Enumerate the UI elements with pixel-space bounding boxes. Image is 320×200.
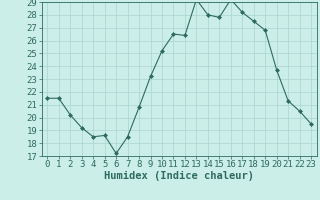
X-axis label: Humidex (Indice chaleur): Humidex (Indice chaleur)	[104, 171, 254, 181]
